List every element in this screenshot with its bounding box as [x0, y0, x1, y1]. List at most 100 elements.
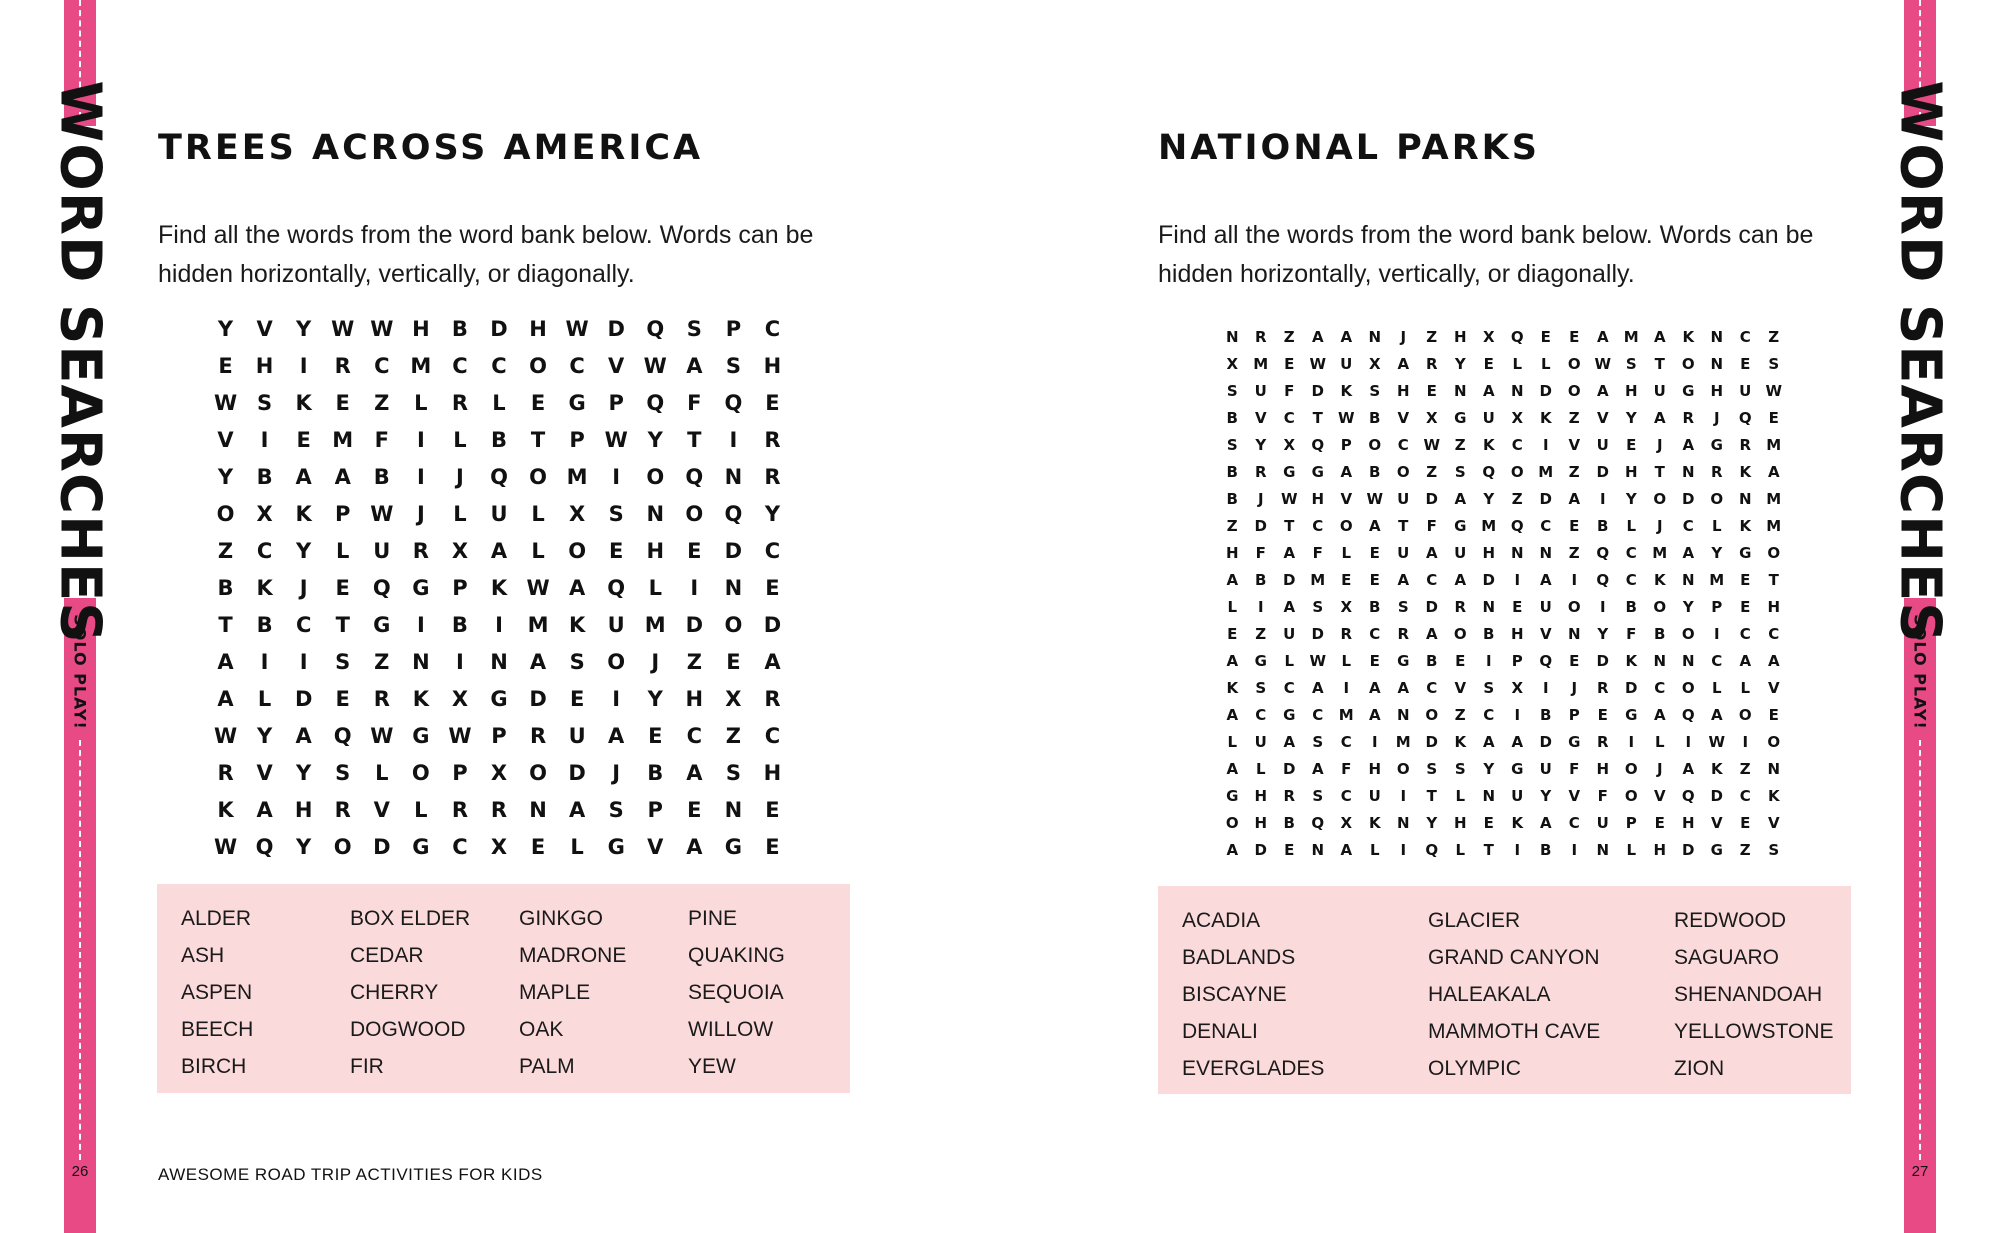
grid-letter[interactable]: P	[608, 390, 624, 415]
grid-letter[interactable]: E	[1740, 354, 1751, 373]
grid-letter[interactable]: V	[1539, 624, 1552, 643]
grid-letter[interactable]: O	[1453, 624, 1467, 643]
grid-letter[interactable]: T	[1426, 786, 1437, 805]
grid-letter[interactable]: L	[1227, 597, 1238, 616]
grid-letter[interactable]: B	[373, 464, 390, 489]
grid-letter[interactable]: O	[1567, 354, 1581, 373]
grid-letter[interactable]: V	[217, 427, 234, 452]
grid-letter[interactable]: R	[764, 427, 781, 452]
grid-letter[interactable]: K	[1682, 327, 1695, 346]
grid-letter[interactable]: E	[1369, 651, 1380, 670]
grid-letter[interactable]: A	[1397, 354, 1410, 373]
grid-letter[interactable]: I	[1514, 570, 1521, 589]
grid-letter[interactable]: D	[685, 612, 704, 637]
grid-letter[interactable]: A	[1425, 543, 1438, 562]
grid-letter[interactable]: E	[530, 390, 546, 415]
grid-letter[interactable]: D	[1311, 381, 1324, 400]
grid-letter[interactable]: S	[1625, 354, 1637, 373]
grid-letter[interactable]: O	[724, 612, 743, 637]
grid-letter[interactable]: A	[1653, 408, 1666, 427]
grid-letter[interactable]: O	[1653, 489, 1667, 508]
grid-letter[interactable]: H	[1225, 543, 1239, 562]
grid-letter[interactable]: Q	[724, 390, 743, 415]
grid-letter[interactable]: D	[568, 760, 586, 785]
grid-letter[interactable]: K	[1625, 651, 1638, 670]
grid-letter[interactable]: Q	[685, 464, 704, 489]
grid-letter[interactable]: U	[568, 723, 586, 748]
grid-letter[interactable]: C	[452, 353, 468, 378]
grid-letter[interactable]: A	[764, 649, 781, 674]
grid-letter[interactable]: D	[724, 538, 743, 563]
grid-letter[interactable]: T	[687, 427, 702, 452]
grid-letter[interactable]: L	[1227, 732, 1238, 751]
grid-letter[interactable]: N	[1567, 624, 1581, 643]
grid-letter[interactable]: O	[1368, 435, 1382, 454]
grid-letter[interactable]: H	[646, 538, 665, 563]
grid-letter[interactable]: E	[1626, 435, 1637, 454]
grid-letter[interactable]: A	[1539, 570, 1552, 589]
grid-letter[interactable]: O	[1624, 759, 1638, 778]
grid-letter[interactable]: G	[1682, 381, 1695, 400]
grid-letter[interactable]: R	[1454, 597, 1467, 616]
grid-letter[interactable]: S	[1426, 759, 1438, 778]
grid-letter[interactable]: V	[1568, 435, 1581, 454]
grid-letter[interactable]: R	[373, 686, 390, 711]
grid-letter[interactable]: B	[1597, 516, 1609, 535]
grid-letter[interactable]: X	[1368, 354, 1381, 373]
grid-letter[interactable]: V	[1454, 678, 1467, 697]
grid-letter[interactable]: C	[1426, 570, 1438, 589]
grid-letter[interactable]: U	[1368, 786, 1381, 805]
grid-letter[interactable]: Z	[1511, 489, 1523, 508]
grid-letter[interactable]: L	[336, 538, 350, 563]
grid-letter[interactable]: X	[725, 686, 742, 711]
grid-letter[interactable]: H	[1767, 597, 1781, 616]
grid-letter[interactable]: Z	[374, 649, 390, 674]
grid-letter[interactable]: V	[1397, 408, 1410, 427]
grid-letter[interactable]: I	[260, 427, 269, 452]
grid-letter[interactable]: Z	[1454, 705, 1466, 724]
grid-letter[interactable]: A	[334, 464, 351, 489]
grid-letter[interactable]: E	[687, 797, 702, 822]
grid-letter[interactable]: K	[1511, 813, 1524, 832]
grid-letter[interactable]: U	[1397, 543, 1410, 562]
grid-letter[interactable]: O	[1425, 705, 1439, 724]
grid-letter[interactable]: S	[1397, 597, 1409, 616]
grid-letter[interactable]: G	[1283, 462, 1296, 481]
grid-letter[interactable]: R	[451, 797, 468, 822]
grid-letter[interactable]: E	[1227, 624, 1238, 643]
grid-letter[interactable]: E	[335, 686, 350, 711]
grid-letter[interactable]: N	[1482, 597, 1496, 616]
grid-letter[interactable]: E	[1740, 570, 1751, 589]
grid-letter[interactable]: N	[646, 501, 665, 526]
grid-letter[interactable]: P	[1511, 651, 1523, 670]
grid-letter[interactable]: S	[1454, 759, 1466, 778]
grid-letter[interactable]: A	[1311, 759, 1324, 778]
grid-letter[interactable]: M	[410, 353, 432, 378]
grid-letter[interactable]: E	[1483, 813, 1494, 832]
grid-letter[interactable]: A	[1311, 327, 1324, 346]
grid-letter[interactable]: X	[1226, 354, 1239, 373]
grid-letter[interactable]: A	[1739, 651, 1752, 670]
grid-letter[interactable]: H	[763, 760, 782, 785]
grid-letter[interactable]: E	[687, 538, 702, 563]
grid-letter[interactable]: D	[1425, 732, 1438, 751]
grid-letter[interactable]: C	[1654, 678, 1666, 697]
grid-letter[interactable]: D	[1682, 489, 1695, 508]
grid-letter[interactable]: R	[1397, 624, 1410, 643]
grid-letter[interactable]: N	[1710, 354, 1724, 373]
grid-letter[interactable]: E	[609, 538, 624, 563]
grid-letter[interactable]: Z	[1283, 327, 1295, 346]
grid-letter[interactable]: R	[334, 797, 351, 822]
grid-letter[interactable]: C	[1340, 732, 1352, 751]
grid-letter[interactable]: E	[335, 390, 350, 415]
grid-letter[interactable]: M	[1766, 435, 1782, 454]
grid-letter[interactable]: H	[1624, 462, 1638, 481]
grid-letter[interactable]: N	[412, 649, 430, 674]
grid-letter[interactable]: A	[490, 538, 508, 563]
grid-letter[interactable]: O	[529, 464, 547, 489]
grid-letter[interactable]: Z	[1568, 408, 1580, 427]
grid-letter[interactable]: G	[1739, 543, 1752, 562]
grid-letter[interactable]: J	[1713, 408, 1720, 427]
grid-letter[interactable]: M	[644, 612, 666, 637]
grid-letter[interactable]: A	[1653, 705, 1666, 724]
